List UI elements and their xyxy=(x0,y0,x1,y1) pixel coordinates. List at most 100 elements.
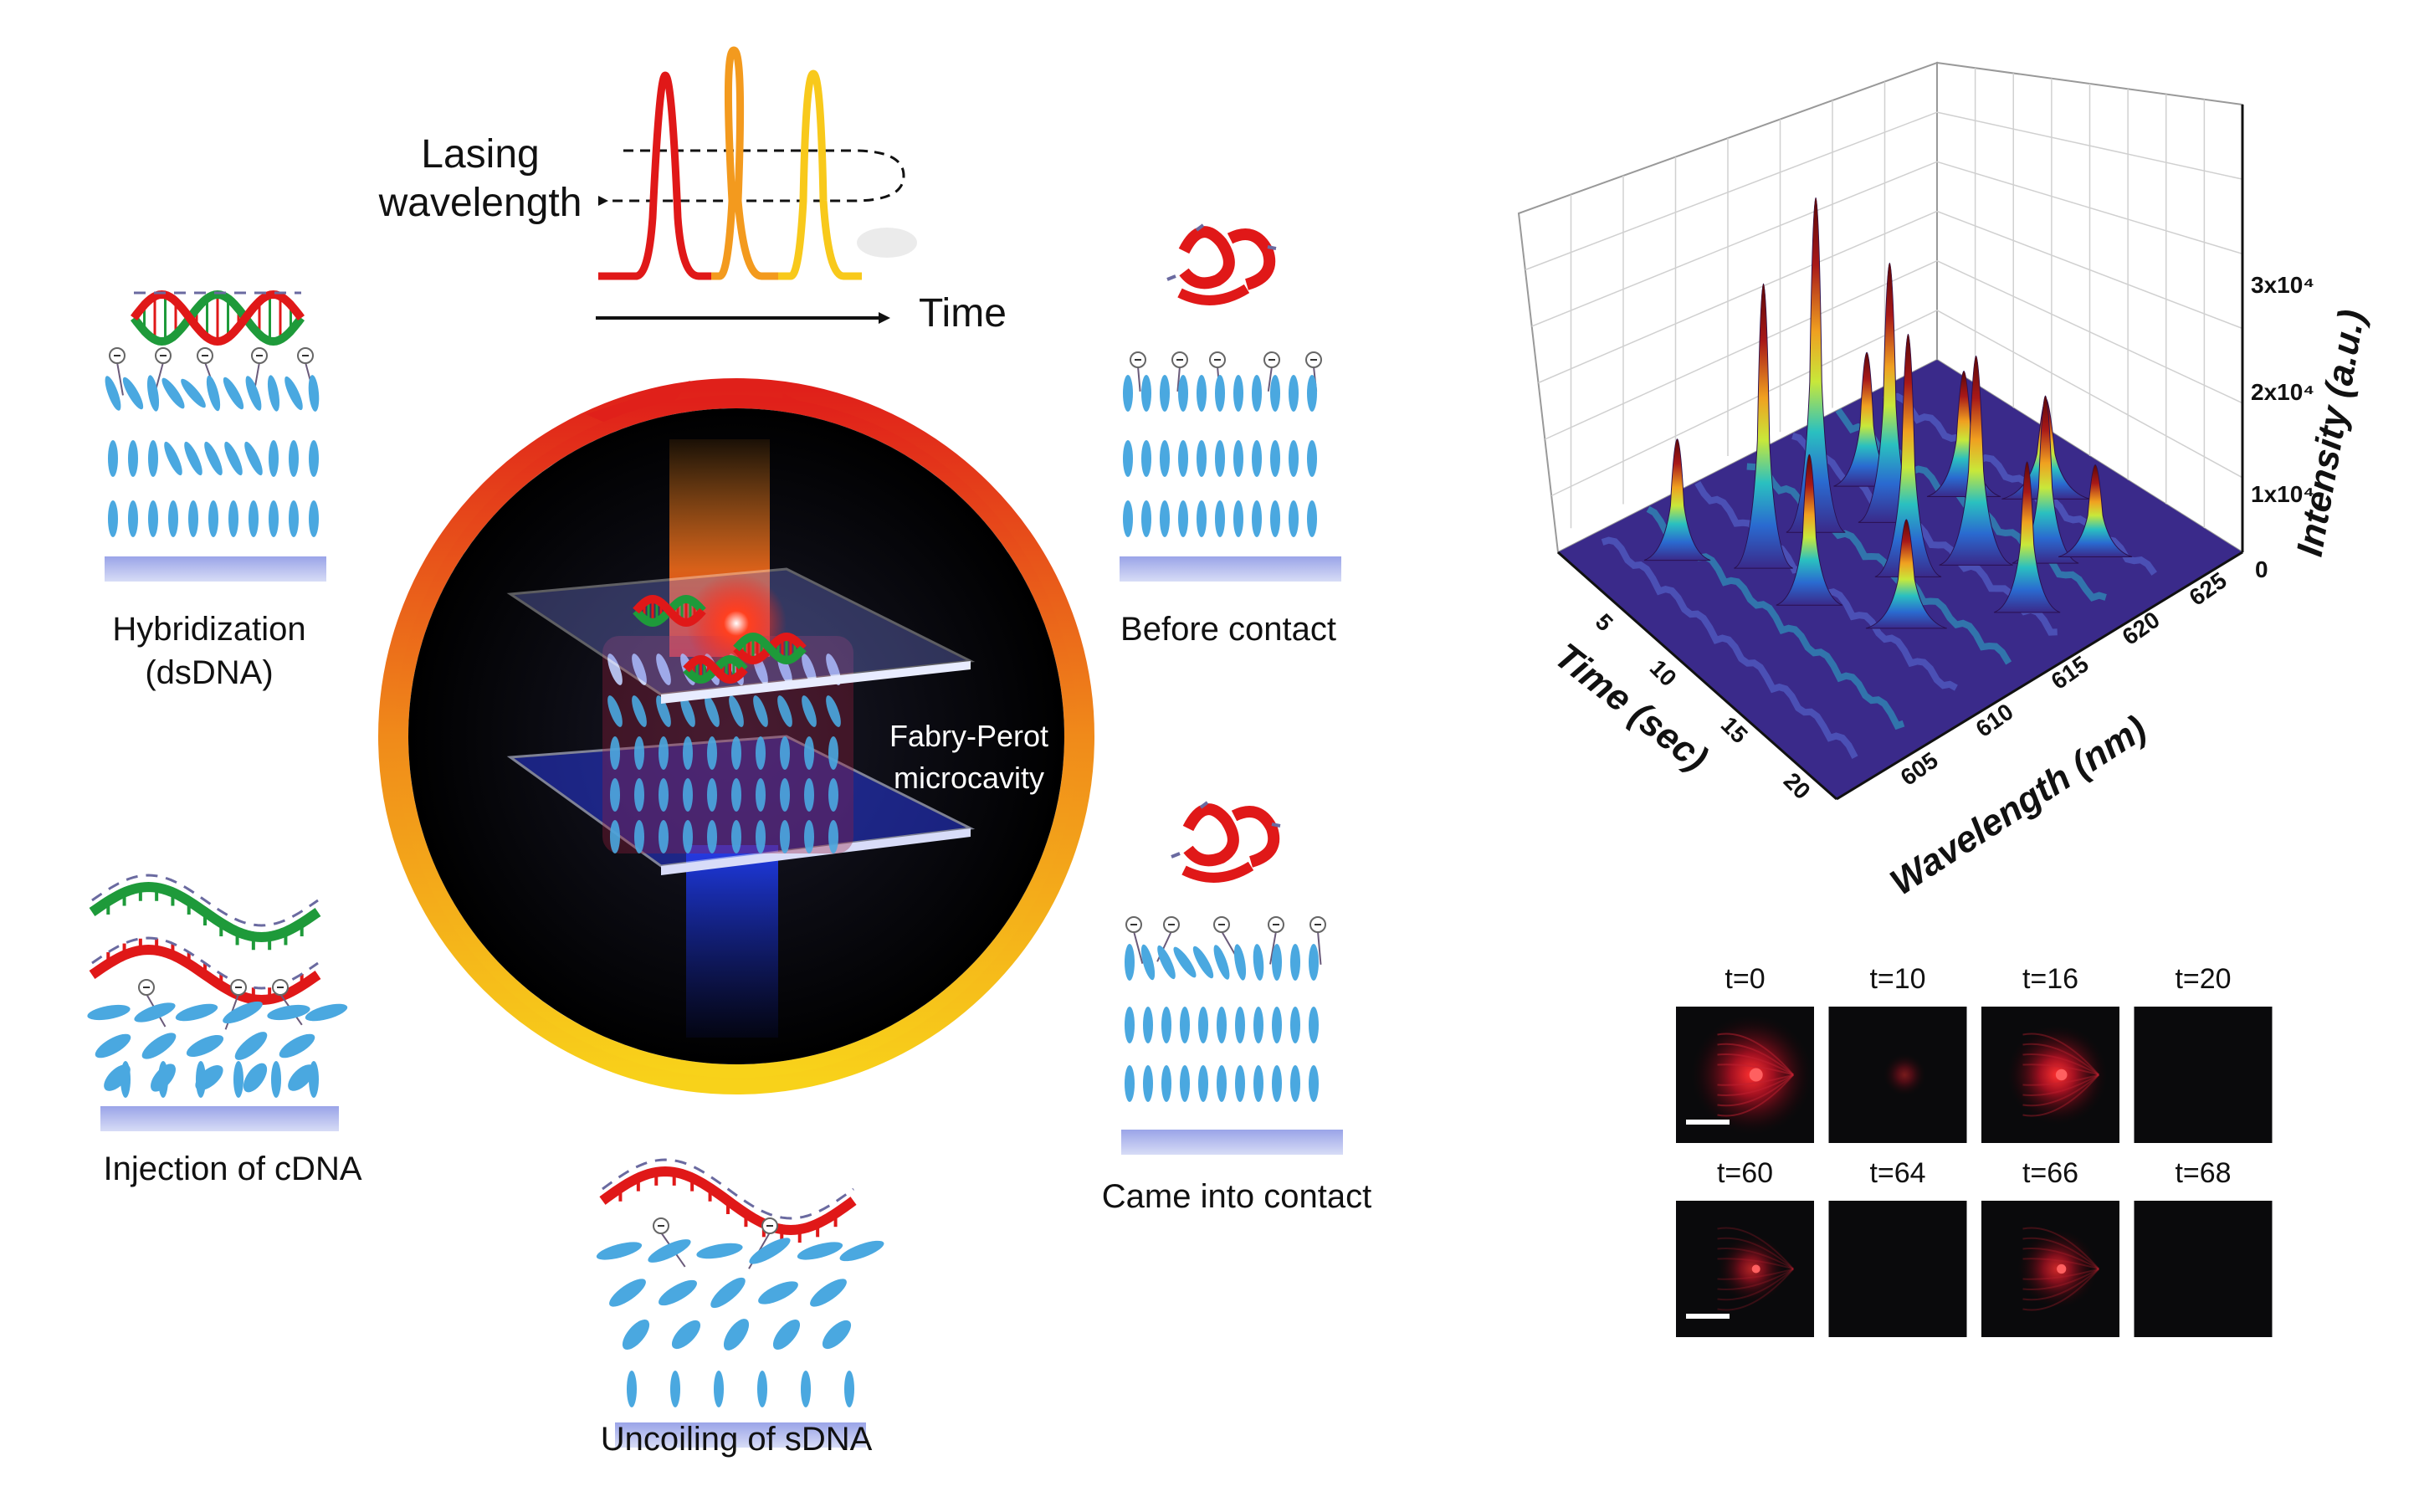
gradient-ring xyxy=(378,378,1094,1094)
lc-molecule xyxy=(780,736,790,770)
lc-molecule xyxy=(1253,944,1264,981)
lc-molecule xyxy=(1309,1007,1319,1043)
z-tick-3: 3x10⁴ xyxy=(2251,272,2314,298)
intensity-peak xyxy=(1776,454,1843,606)
lc-molecule xyxy=(223,377,244,410)
lc-molecule xyxy=(289,440,299,477)
lc-molecule xyxy=(1197,500,1207,537)
lc-molecule xyxy=(1123,440,1133,477)
lc-molecule xyxy=(267,1004,310,1021)
lasing-label-line2: wavelength xyxy=(378,181,582,225)
lc-molecule xyxy=(309,500,319,537)
cavity-label-line1: Fabry-Perot xyxy=(889,719,1048,753)
lc-molecule xyxy=(249,500,259,537)
lc-molecule xyxy=(1309,1065,1319,1102)
lc-molecule xyxy=(289,500,299,537)
lc-molecule xyxy=(1197,375,1207,412)
lc-molecule xyxy=(1161,1007,1171,1043)
fringe-line xyxy=(1717,1268,1794,1301)
lc-molecule xyxy=(828,736,838,770)
lc-molecule xyxy=(206,375,221,412)
lc-molecule xyxy=(707,778,717,812)
lc-molecule xyxy=(1272,944,1282,981)
charge-outline xyxy=(91,874,319,927)
glass-substrate xyxy=(1121,1130,1343,1155)
cavity-label-line2: microcavity xyxy=(894,761,1044,795)
snapshot-frame xyxy=(2134,1007,2273,1143)
lc-molecule xyxy=(777,695,792,727)
lc-molecule xyxy=(188,500,198,537)
lc-molecule xyxy=(683,820,693,853)
ssdna-strand xyxy=(599,1166,857,1236)
lc-molecule xyxy=(1235,1065,1245,1102)
lc-molecule xyxy=(797,1242,843,1260)
lc-molecule xyxy=(707,736,717,770)
lc-molecule xyxy=(1180,1065,1190,1102)
lc-molecule xyxy=(233,1061,243,1098)
intensity-peak xyxy=(2058,464,2133,558)
aptamer-loop xyxy=(1231,806,1280,868)
intensity-peak xyxy=(1643,438,1711,561)
fringe-line xyxy=(1717,1064,1794,1076)
fringe-line xyxy=(1717,1258,1794,1270)
lc-molecule xyxy=(1253,1007,1263,1043)
fringe-line xyxy=(1717,1074,1794,1096)
lc-molecule xyxy=(158,1061,168,1098)
lc-molecule xyxy=(1233,500,1243,537)
fringe-line xyxy=(1717,1033,1794,1076)
lc-molecule xyxy=(243,1063,268,1093)
lc-molecule xyxy=(271,1061,281,1098)
lc-molecule xyxy=(120,1061,131,1098)
intensity-peak xyxy=(1786,197,1846,533)
lasing-spot-glow xyxy=(1883,1053,1926,1096)
lc-molecule xyxy=(826,695,841,727)
ssdna-strand xyxy=(89,944,321,1006)
lc-molecule xyxy=(1235,1007,1245,1043)
lc-molecule xyxy=(731,778,741,812)
grid-line xyxy=(1936,210,2243,330)
lc-molecule xyxy=(279,1033,315,1058)
lc-molecule xyxy=(731,736,741,770)
dna-strand xyxy=(633,594,706,628)
intensity-3d-plot: 0 1x10⁴ 2x10⁴ 3x10⁴ Intensity (a.u.) 5 1… xyxy=(1517,61,2373,904)
injection-label: Injection of cDNA xyxy=(103,1151,361,1187)
surfactant-tail xyxy=(116,361,124,396)
fringe-line xyxy=(2022,1074,2099,1096)
lc-molecule xyxy=(607,653,623,685)
lc-molecule xyxy=(634,820,644,853)
lc-molecule xyxy=(148,500,158,537)
lc-molecule xyxy=(309,1061,319,1098)
lc-molecule xyxy=(705,695,720,727)
lc-molecule xyxy=(828,820,838,853)
charge-outline xyxy=(602,1158,854,1220)
lc-molecule xyxy=(164,441,182,476)
dna-strand xyxy=(131,290,305,346)
lc-molecule xyxy=(245,376,262,411)
z-tick-1: 1x10⁴ xyxy=(2251,481,2314,507)
bottom-plate-edge xyxy=(661,828,971,875)
lc-molecule xyxy=(632,653,647,685)
ripple-ridge xyxy=(1746,463,2012,665)
lc-molecule xyxy=(659,820,669,853)
panel-injection xyxy=(87,874,348,1131)
aptamer-loop xyxy=(1227,228,1276,290)
lc-molecule xyxy=(1143,1065,1153,1102)
yellow-peak xyxy=(778,69,862,280)
fringe-line xyxy=(1717,1268,1794,1290)
surfactant-tail xyxy=(1317,930,1322,965)
lc-molecule xyxy=(141,1033,177,1059)
dna-strand xyxy=(733,632,807,665)
lc-molecule xyxy=(1215,500,1225,537)
lc-molecule xyxy=(146,375,160,412)
surfactant-tail xyxy=(1133,930,1144,964)
lasing-spot-center xyxy=(1749,1068,1763,1082)
fringe-line xyxy=(1717,1248,1794,1270)
fringe-line xyxy=(2022,1074,2099,1086)
aptamer-tail xyxy=(1177,284,1250,305)
fringe-line xyxy=(1717,1227,1794,1270)
fringe-line xyxy=(1717,1053,1794,1076)
time-tick-10: 10 xyxy=(1645,654,1682,691)
fringe-line xyxy=(1717,1074,1794,1117)
lc-molecule xyxy=(134,1002,176,1023)
lc-molecule xyxy=(1198,1007,1208,1043)
